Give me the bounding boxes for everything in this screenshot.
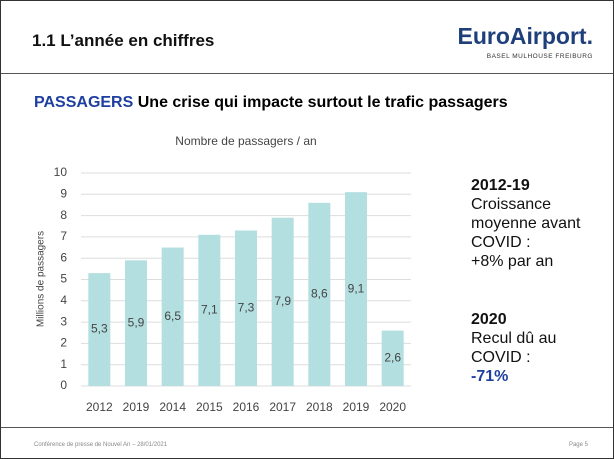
x-tick-label: 2016 bbox=[233, 400, 260, 414]
y-tick-label: 4 bbox=[60, 293, 67, 307]
x-tick-label: 2015 bbox=[196, 400, 223, 414]
note-line: COVID : bbox=[471, 349, 531, 366]
y-tick-label: 7 bbox=[60, 229, 67, 243]
note-line: moyenne avant bbox=[471, 215, 581, 232]
bar bbox=[88, 273, 111, 386]
data-label: 5,9 bbox=[128, 315, 145, 329]
bar bbox=[308, 202, 331, 386]
subtitle-highlight: PASSAGERS bbox=[34, 94, 134, 111]
x-tick-label: 2017 bbox=[269, 400, 296, 414]
note-heading: 2012-19 bbox=[471, 177, 530, 194]
note-line: COVID : bbox=[471, 234, 531, 251]
chart-title: Nombre de passagers / an bbox=[175, 134, 316, 148]
footer-text: Conférence de presse de Nouvel An – 28/0… bbox=[34, 442, 168, 448]
y-tick-label: 10 bbox=[54, 165, 68, 179]
x-tick-label: 2019 bbox=[123, 400, 150, 414]
logo-subtitle: BASEL MULHOUSE FREIBURG bbox=[486, 53, 593, 60]
y-tick-label: 1 bbox=[60, 357, 67, 371]
footer-line bbox=[1, 427, 613, 428]
bar bbox=[198, 234, 221, 386]
data-label: 8,6 bbox=[311, 287, 328, 301]
subtitle-text: Une crise qui impacte surtout le trafic … bbox=[137, 94, 508, 111]
bar bbox=[235, 230, 257, 386]
note-line: Croissance bbox=[471, 196, 552, 213]
x-tick-label: 2020 bbox=[379, 400, 406, 414]
y-tick-label: 9 bbox=[60, 186, 67, 200]
data-label: 6,5 bbox=[164, 309, 181, 323]
page-number: Page 5 bbox=[568, 442, 588, 448]
bar bbox=[345, 192, 367, 386]
note-highlight: -71% bbox=[471, 368, 509, 385]
bar bbox=[381, 330, 404, 386]
y-tick-label: 0 bbox=[60, 378, 67, 392]
x-tick-label: 2014 bbox=[159, 400, 186, 414]
bar bbox=[125, 260, 147, 386]
note-1: 2012-19 Croissance moyenne avant COVID :… bbox=[471, 176, 580, 271]
note-line: Recul dû au bbox=[471, 330, 557, 347]
logo: EuroAirport. bbox=[457, 23, 593, 49]
y-tick-label: 6 bbox=[60, 250, 67, 264]
data-label: 7,1 bbox=[201, 303, 218, 317]
x-tick-label: 2018 bbox=[306, 400, 333, 414]
data-label: 2,6 bbox=[384, 350, 401, 364]
note-2: 2020 Recul dû au COVID : -71% bbox=[471, 310, 556, 386]
x-tick-label: 2019 bbox=[343, 400, 370, 414]
slide-title: 1.1 L’année en chiffres bbox=[32, 31, 215, 50]
x-tick-label: 2012 bbox=[86, 400, 113, 414]
data-label: 7,3 bbox=[238, 300, 255, 314]
bar bbox=[271, 217, 294, 386]
y-tick-label: 2 bbox=[60, 336, 67, 350]
header-line bbox=[1, 73, 613, 74]
data-label: 5,3 bbox=[91, 322, 108, 336]
data-label: 9,1 bbox=[348, 281, 365, 295]
y-axis-label: Millions de passagers bbox=[36, 231, 47, 327]
data-label: 7,9 bbox=[274, 294, 291, 308]
y-tick-label: 5 bbox=[60, 272, 67, 286]
y-tick-label: 8 bbox=[60, 208, 67, 222]
note-heading: 2020 bbox=[471, 311, 507, 328]
note-line: +8% par an bbox=[471, 253, 554, 270]
chart: Nombre de passagers / an Millions de pas… bbox=[36, 134, 411, 414]
y-tick-label: 3 bbox=[60, 314, 67, 328]
subtitle: PASSAGERS Une crise qui impacte surtout … bbox=[34, 94, 508, 112]
bar bbox=[161, 247, 184, 386]
